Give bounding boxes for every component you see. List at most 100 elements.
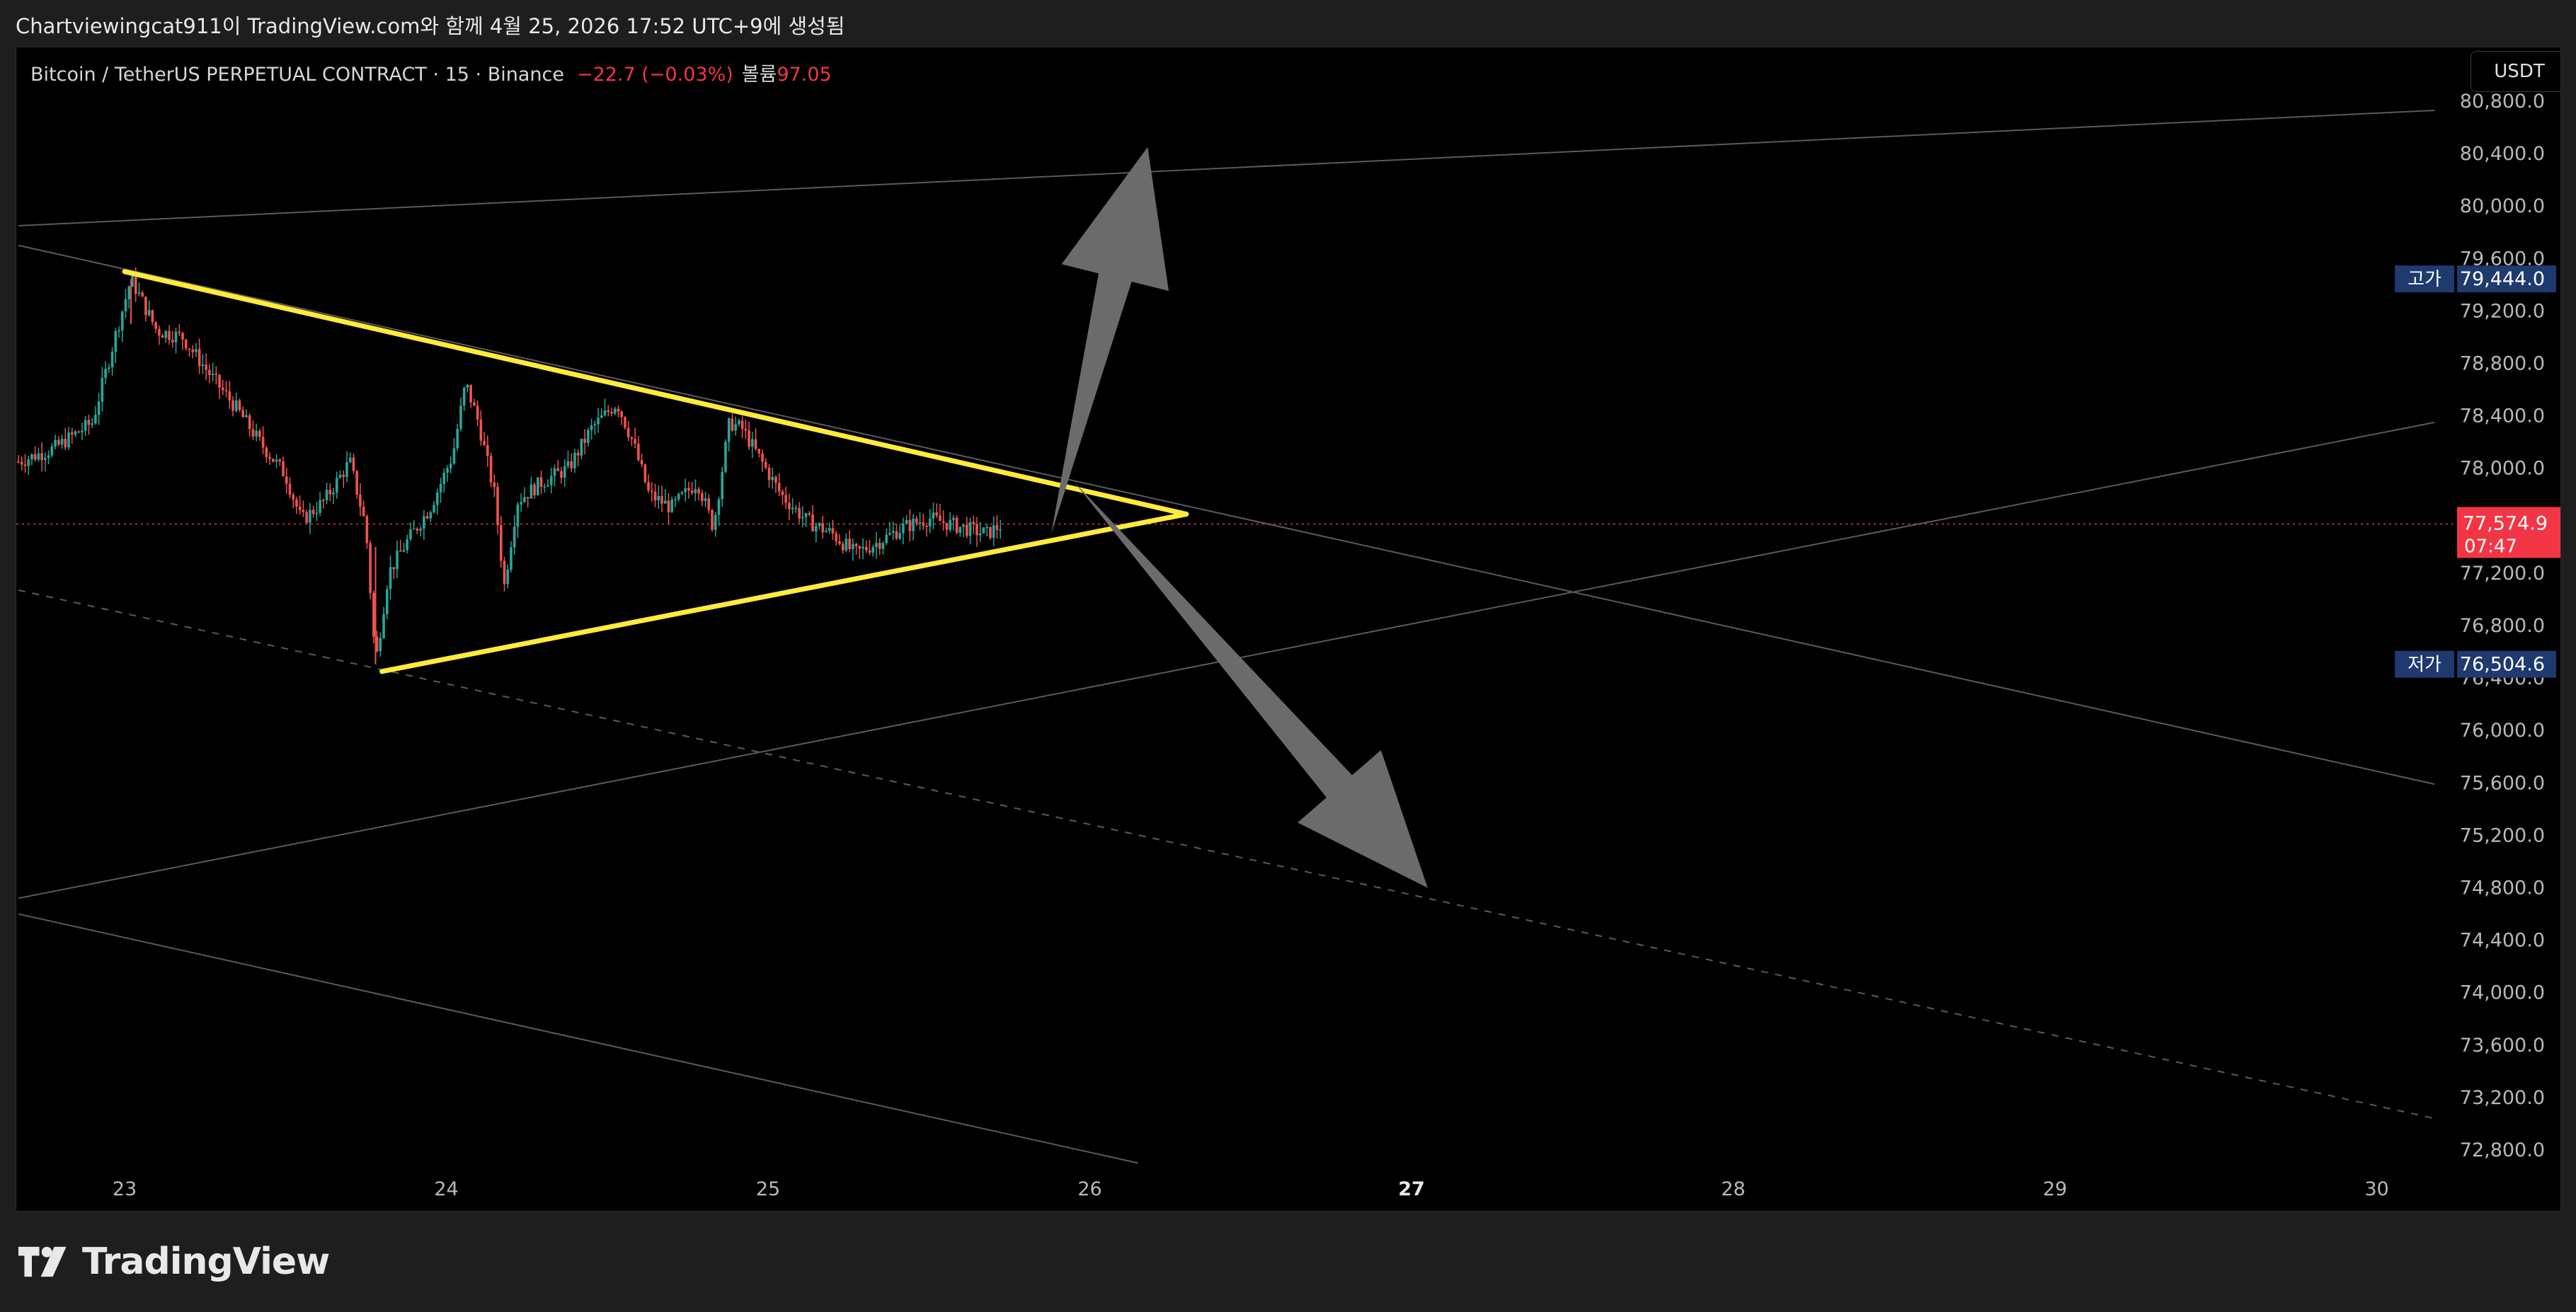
- candle-body: [452, 448, 456, 464]
- candle-body: [854, 543, 858, 546]
- price-tick-label: 73,200.0: [2460, 1087, 2545, 1109]
- candle-body: [67, 432, 70, 448]
- candle-body: [27, 459, 30, 466]
- candle-body: [825, 531, 828, 533]
- candle-body: [955, 517, 958, 533]
- candle-body: [647, 482, 650, 491]
- candle-body: [516, 504, 520, 527]
- candle-body: [144, 297, 147, 316]
- candle-body: [560, 471, 563, 478]
- time-tick-label: 28: [1721, 1178, 1745, 1200]
- candle-body: [727, 418, 731, 442]
- candle-body: [657, 495, 660, 501]
- price-chart[interactable]: 80,800.080,400.080,000.079,600.079,200.0…: [16, 47, 2560, 1211]
- candle-body: [124, 299, 127, 312]
- candle-body: [510, 547, 513, 570]
- price-tick-label: 80,800.0: [2460, 91, 2545, 113]
- candle-body: [479, 419, 483, 441]
- candle-body: [590, 425, 593, 430]
- high-tag-value: 79,444.0: [2460, 268, 2545, 290]
- candle-body: [945, 522, 949, 530]
- candle-body: [305, 512, 308, 523]
- candle-body: [134, 275, 137, 294]
- symbol-name: Bitcoin / TetherUS PERPETUAL CONTRACT · …: [30, 64, 564, 86]
- candle-body: [721, 471, 724, 500]
- candle-body: [801, 517, 804, 519]
- candle-body: [949, 519, 951, 530]
- candle-body: [379, 638, 382, 652]
- candle-body: [908, 519, 912, 531]
- candle-body: [211, 374, 214, 376]
- candle-body: [466, 384, 469, 388]
- candle-body: [476, 405, 479, 420]
- candle-body: [704, 498, 707, 502]
- candle-body: [634, 439, 636, 444]
- currency-button[interactable]: USDT: [2471, 51, 2560, 92]
- candle-body: [580, 438, 583, 456]
- candle-body: [17, 461, 20, 463]
- candle-body: [617, 408, 620, 412]
- candle-body: [841, 543, 845, 551]
- candle-body: [533, 484, 536, 495]
- candle-body: [292, 495, 295, 500]
- candle-body: [429, 512, 433, 519]
- candle-body: [84, 420, 87, 431]
- trendline-line-down: [18, 244, 2435, 786]
- candle-body: [188, 348, 191, 350]
- volume-value: 97.05: [777, 64, 832, 86]
- candle-body: [449, 464, 452, 468]
- candle-body: [587, 430, 590, 443]
- candle-body: [626, 427, 630, 437]
- candle-body: [348, 457, 352, 463]
- candle-body: [707, 498, 711, 510]
- candle-body: [214, 374, 218, 375]
- candle-body: [315, 512, 319, 514]
- tradingview-logo[interactable]: TradingView: [18, 1237, 330, 1287]
- candle-body: [891, 531, 895, 534]
- candle-body: [248, 415, 251, 430]
- candle-body: [40, 453, 43, 461]
- candle-body: [764, 461, 767, 468]
- price-axis-bg: [2458, 47, 2560, 1211]
- candle-body: [663, 500, 667, 504]
- candle-body: [576, 452, 580, 456]
- price-tick-label: 74,000.0: [2460, 982, 2545, 1004]
- candle-body: [667, 500, 670, 512]
- symbol-legend[interactable]: Bitcoin / TetherUS PERPETUAL CONTRACT · …: [30, 59, 832, 86]
- candle-body: [355, 471, 358, 495]
- candle-body: [603, 410, 607, 415]
- candle-body: [848, 539, 851, 550]
- candle-body: [674, 499, 677, 501]
- chart-panel[interactable]: 80,800.0 80,400.0 80,000.0 79,600.0 79,200.0…: [16, 47, 2561, 1212]
- candle-body: [469, 384, 472, 403]
- candle-body: [231, 400, 234, 411]
- candle-body: [57, 439, 60, 445]
- candle-body: [861, 546, 864, 549]
- candle-body: [852, 543, 854, 550]
- candle-body: [151, 310, 154, 323]
- candle-body: [295, 499, 298, 507]
- candle-body: [120, 311, 124, 330]
- candle-body: [526, 497, 529, 499]
- candle-body: [94, 415, 97, 424]
- candle-body: [835, 533, 838, 541]
- candle-body: [328, 489, 332, 495]
- candle-body: [496, 487, 499, 526]
- candle-body: [774, 476, 777, 483]
- candle-body: [385, 589, 389, 614]
- candle-body: [456, 429, 459, 449]
- candle-body: [416, 528, 419, 531]
- candle-body: [365, 516, 369, 543]
- candle-body: [218, 374, 221, 388]
- candle-body: [593, 424, 597, 426]
- candle-body: [433, 505, 435, 512]
- price-tick-label: 77,200.0: [2460, 563, 2545, 585]
- candle-body: [503, 560, 506, 585]
- candle-body: [30, 454, 33, 460]
- candle-body: [161, 335, 164, 338]
- candle-body: [462, 387, 466, 406]
- candle-body: [195, 349, 198, 352]
- candle-body: [915, 518, 918, 524]
- candle-body: [251, 429, 255, 437]
- candle-body: [875, 543, 878, 548]
